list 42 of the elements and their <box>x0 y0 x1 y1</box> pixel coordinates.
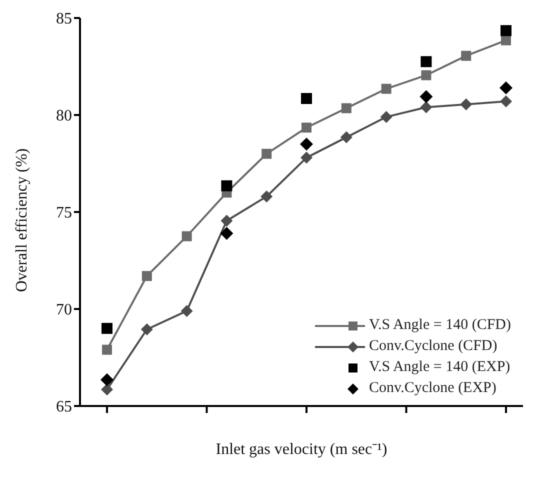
legend-label: Conv.Cyclone (EXP) <box>369 379 496 398</box>
point <box>420 56 432 68</box>
legend-label: Conv.Cyclone (CFD) <box>369 337 498 356</box>
point <box>461 50 472 61</box>
y-tick-label: 80 <box>56 108 72 125</box>
y-tick-label: 65 <box>56 398 72 416</box>
y-tick-label: 70 <box>56 302 72 319</box>
legend-label: V.S Angle = 140 (EXP) <box>369 358 510 377</box>
point <box>500 81 512 94</box>
point <box>302 122 312 133</box>
point <box>301 93 312 104</box>
point <box>142 271 152 282</box>
point <box>340 131 352 144</box>
point <box>500 95 512 108</box>
point <box>101 384 113 396</box>
point <box>420 90 433 104</box>
point <box>500 25 512 36</box>
y-tick-label: 85 <box>56 10 72 28</box>
point <box>300 138 313 151</box>
point <box>100 373 114 386</box>
y-tick-label: 75 <box>56 204 72 222</box>
point <box>102 322 112 334</box>
point <box>501 35 511 46</box>
point <box>262 148 272 159</box>
point <box>102 344 112 355</box>
point <box>341 103 352 114</box>
point <box>380 110 392 123</box>
point <box>420 101 432 114</box>
point <box>182 231 192 242</box>
point <box>421 70 432 80</box>
point <box>221 180 232 192</box>
point <box>140 323 153 336</box>
point <box>300 152 312 164</box>
point <box>220 226 234 240</box>
point <box>180 304 193 317</box>
legend-label: V.S Angle = 140 (CFD) <box>369 316 511 335</box>
point <box>460 98 472 110</box>
x-axis-title: Inlet gas velocity (m sec⁻¹) <box>216 441 388 458</box>
y-axis-title: Overall efficiency (%) <box>14 148 31 292</box>
point <box>220 214 233 227</box>
point <box>381 84 392 94</box>
point <box>260 190 273 202</box>
